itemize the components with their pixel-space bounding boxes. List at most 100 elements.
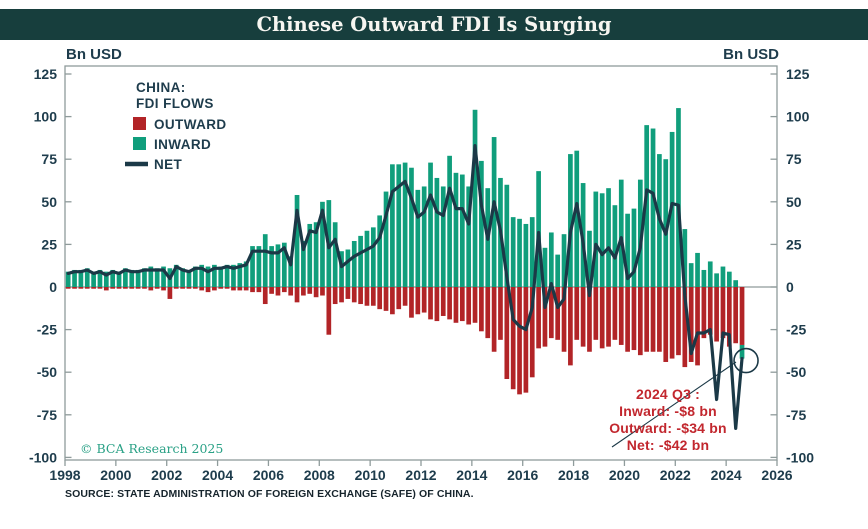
outward-bar (326, 287, 332, 335)
inward-bar (224, 264, 230, 287)
y-tick-label-left: 100 (34, 109, 58, 125)
x-tick-label: 2002 (151, 467, 182, 483)
inward-bar (78, 269, 84, 287)
outward-bar (78, 287, 84, 289)
y-tick-label-right: 75 (786, 151, 802, 167)
inward-bar (726, 271, 732, 287)
inward-bar (555, 254, 561, 287)
title-bar (0, 9, 868, 40)
outward-bar (440, 287, 446, 316)
inward-bar (447, 155, 452, 287)
inward-bar (402, 162, 408, 287)
x-tick-label: 2006 (253, 467, 284, 483)
inward-bar-negative (739, 344, 745, 359)
inward-bar (593, 191, 599, 287)
outward-bar (301, 287, 306, 296)
outward-bar (587, 287, 592, 352)
inward-bar (301, 240, 306, 287)
outward-bar (180, 287, 185, 289)
inward-bar (110, 269, 116, 287)
outward-bar (529, 287, 535, 378)
inward-bar (663, 159, 669, 287)
inward-bar (415, 189, 421, 287)
inward-bar (625, 213, 630, 287)
outward-bar (739, 287, 745, 345)
outward-bar (631, 287, 637, 351)
outward-bar (129, 287, 135, 289)
outward-bar (599, 287, 605, 349)
inward-bar (434, 177, 440, 287)
outward-bar (288, 287, 294, 296)
outward-bar (428, 287, 433, 320)
inward-bar (682, 229, 688, 287)
outward-bar (383, 287, 389, 311)
inward-bar (396, 164, 402, 287)
inward-bar (294, 194, 300, 287)
outward-bar (517, 287, 522, 395)
y-tick-label-left: 125 (34, 66, 58, 82)
outward-bar (402, 287, 408, 306)
legend-heading-line1: CHINA: (136, 80, 186, 95)
y-tick-label-right: 0 (786, 279, 794, 295)
outward-bar (682, 287, 688, 368)
outward-bar (663, 287, 669, 362)
outward-bar (542, 287, 548, 347)
outward-bar (148, 287, 154, 291)
highlight-circle (733, 347, 759, 374)
outward-bar (637, 287, 643, 356)
outward-bar (714, 287, 719, 342)
outward-bar (669, 287, 675, 359)
outward-bar (657, 287, 662, 352)
inward-bar (695, 252, 700, 287)
inward-bar (688, 263, 694, 287)
legend-label-net: NET (154, 157, 183, 172)
legend: CHINA: FDI FLOWS OUTWARD INWARD NET (125, 80, 226, 172)
outward-bar (612, 287, 618, 340)
outward-bar (498, 287, 503, 340)
outward-bar (97, 287, 103, 289)
inward-bar (529, 217, 535, 287)
x-tick-label: 2014 (456, 467, 487, 483)
y-tick-label-left: 0 (49, 279, 57, 295)
outward-bar (504, 287, 510, 380)
outward-bar (116, 287, 122, 289)
outward-bar (161, 287, 166, 291)
outward-bar (135, 287, 141, 289)
x-tick-label: 2022 (660, 467, 691, 483)
outward-bar (409, 287, 414, 318)
x-tick-label: 2012 (405, 467, 436, 483)
outward-bar (555, 287, 561, 340)
outward-bar (281, 287, 287, 293)
inward-bar (358, 235, 363, 287)
outward-bar (510, 287, 516, 390)
inward-bar (231, 264, 236, 287)
x-tick-label: 2026 (761, 467, 792, 483)
inward-bar (269, 246, 274, 287)
outward-bar (568, 287, 573, 366)
annotation-net-value: Net: -$42 bn (627, 437, 710, 453)
y-tick-label-left: -75 (37, 407, 57, 423)
outward-bar (447, 287, 452, 320)
y-tick-label-left: 25 (41, 236, 57, 252)
outward-bar (625, 287, 630, 352)
outward-bar (434, 287, 440, 322)
inward-bar (103, 271, 109, 287)
y-tick-label-right: -75 (786, 407, 806, 423)
outward-bar (320, 287, 325, 296)
annotation-leader-line (611, 361, 737, 448)
outward-bar (650, 287, 656, 352)
outward-bar (351, 287, 357, 303)
inward-bar (383, 191, 389, 287)
inward-bar (548, 232, 554, 287)
outward-bar (574, 287, 580, 340)
outward-bar (561, 287, 567, 352)
outward-bar (688, 287, 694, 362)
outward-bar (173, 287, 179, 289)
outward-bar (345, 287, 351, 299)
inward-bar (186, 269, 192, 287)
outward-bar (123, 287, 128, 289)
inward-bar (218, 266, 224, 287)
outward-bar (84, 287, 90, 289)
inward-bar (148, 266, 154, 287)
outward-bar (231, 287, 236, 291)
